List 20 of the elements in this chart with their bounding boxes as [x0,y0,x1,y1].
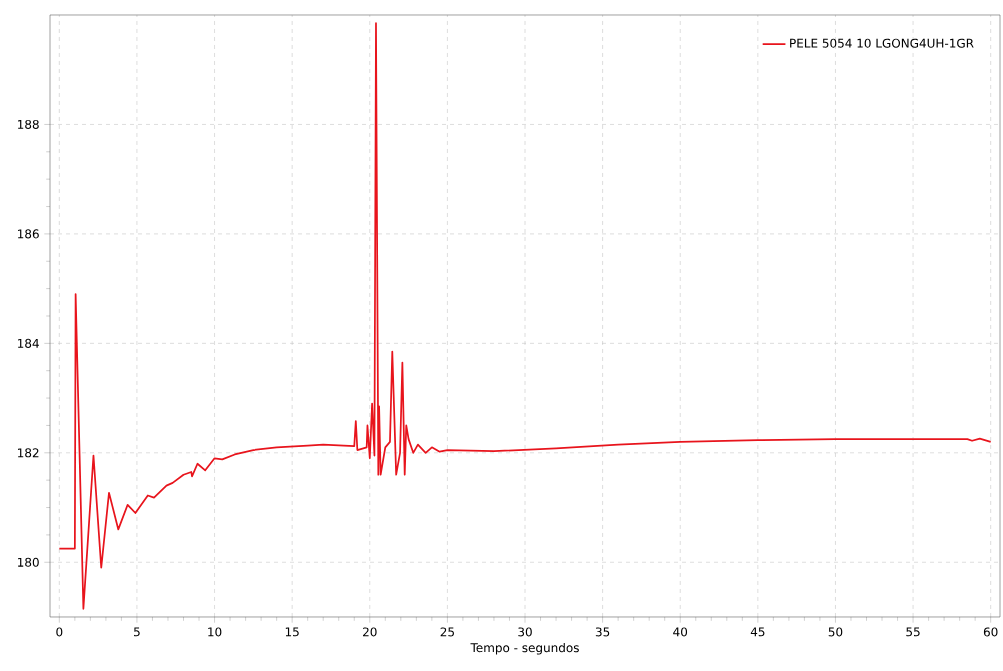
x-tick-label: 60 [983,627,998,637]
x-tick-label: 35 [595,627,610,637]
y-tick-label: 188 [18,119,39,129]
y-tick-label: 184 [18,338,39,348]
x-tick-label: 30 [518,627,532,637]
x-tick-label: 25 [440,627,454,637]
x-tick-label: 55 [906,627,920,637]
y-tick-label: 182 [18,448,39,458]
x-tick-label: 40 [673,627,688,637]
x-tick-label: 15 [285,627,299,637]
y-tick-label: 180 [18,557,39,567]
x-tick-label: 20 [363,627,377,637]
x-tick-label: 0 [56,627,63,637]
x-axis-title: Tempo - segundos [470,642,579,655]
x-tick-label: 5 [134,627,140,637]
y-tick-label: 186 [18,229,39,239]
legend-label: PELE 5054 10 LGONG4UH-1GR [790,38,974,48]
x-tick-label: 50 [828,627,843,637]
x-tick-label: 10 [208,627,222,637]
x-tick-label: 45 [750,627,765,637]
